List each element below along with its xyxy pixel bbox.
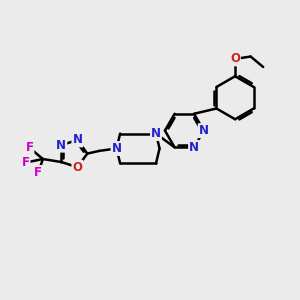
- Text: N: N: [56, 139, 66, 152]
- Text: N: N: [151, 127, 161, 140]
- Text: N: N: [112, 142, 122, 155]
- Text: N: N: [189, 141, 199, 154]
- Text: F: F: [26, 141, 33, 154]
- Text: N: N: [199, 124, 209, 137]
- Text: F: F: [34, 166, 42, 179]
- Text: O: O: [72, 161, 82, 174]
- Text: N: N: [72, 134, 82, 146]
- Text: O: O: [230, 52, 240, 65]
- Text: F: F: [22, 156, 29, 169]
